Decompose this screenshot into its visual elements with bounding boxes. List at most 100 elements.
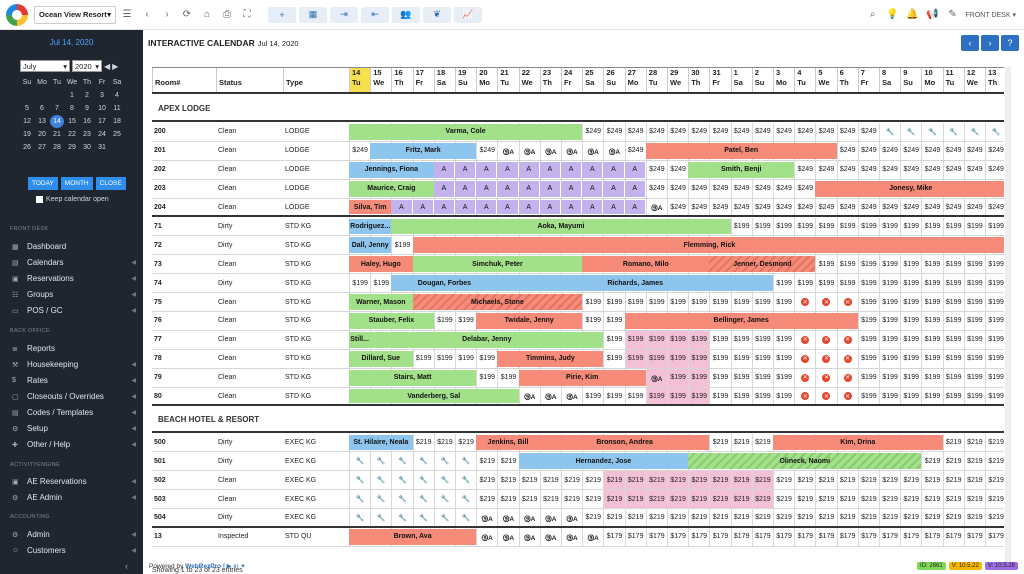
date-cell[interactable]: $199: [582, 293, 603, 311]
calendar-day[interactable]: 22: [68, 131, 76, 138]
date-header[interactable]: 7 Fr: [857, 68, 879, 92]
date-cell[interactable]: $179: [730, 528, 752, 546]
date-cell[interactable]: $199: [879, 330, 900, 349]
date-cell[interactable]: $199: [603, 349, 624, 368]
date-cell[interactable]: 🔧: [370, 490, 391, 509]
date-cell[interactable]: $199: [963, 312, 985, 330]
date-cell[interactable]: $199: [942, 217, 964, 236]
date-cell[interactable]: $199: [942, 330, 964, 349]
housekeeping-button[interactable]: ❦: [423, 6, 451, 23]
sidebar-item-rates[interactable]: $ Rates ◀: [12, 376, 136, 385]
allotment-cell[interactable]: A: [603, 199, 624, 215]
date-cell[interactable]: $199: [751, 330, 773, 349]
sidebar-item-dashboard[interactable]: ▦ Dashboard: [12, 242, 136, 251]
date-cell[interactable]: $219: [815, 490, 836, 509]
resort-select[interactable]: Ocean View Resort ▾: [34, 5, 116, 24]
date-cell[interactable]: $199: [667, 330, 689, 349]
calendar-day[interactable]: 28: [53, 144, 61, 151]
pencil-icon[interactable]: ✎: [948, 9, 957, 20]
date-cell[interactable]: ✕: [794, 330, 815, 349]
reservation-bar[interactable]: Bronson, Andrea: [539, 434, 710, 451]
date-cell[interactable]: $219: [624, 471, 646, 490]
date-cell[interactable]: $219: [603, 490, 625, 509]
date-cell[interactable]: $199: [921, 349, 942, 368]
date-header[interactable]: 24 Fr: [561, 68, 582, 92]
year-select[interactable]: 2020 ▾: [72, 60, 102, 72]
date-cell[interactable]: $249: [667, 160, 688, 179]
date-cell[interactable]: $249: [985, 141, 1004, 160]
date-cell[interactable]: $219: [836, 509, 858, 526]
date-cell[interactable]: $199: [624, 293, 646, 311]
today-button[interactable]: TODAY: [28, 177, 58, 190]
date-header[interactable]: 9 Su: [900, 68, 921, 92]
column-header-status[interactable]: Status: [216, 68, 276, 92]
date-cell[interactable]: $199: [645, 349, 667, 368]
calendar-day[interactable]: 11: [113, 105, 121, 112]
print-icon[interactable]: ⎙: [223, 9, 231, 20]
date-cell[interactable]: $219: [582, 490, 603, 509]
reservation-bar[interactable]: Michaels, Stone: [412, 294, 583, 310]
date-cell[interactable]: $199: [709, 330, 730, 349]
date-cell[interactable]: $199: [773, 387, 794, 405]
date-cell[interactable]: 🔧: [412, 452, 434, 471]
date-cell[interactable]: $199: [370, 274, 391, 293]
date-cell[interactable]: $219: [730, 433, 752, 452]
allotment-cell[interactable]: A: [539, 161, 560, 178]
reservation-bar[interactable]: Delabar, Jenny: [370, 331, 604, 348]
reservation-bar[interactable]: Stauber, Felix: [349, 313, 434, 329]
date-cell[interactable]: ⓽A: [582, 141, 603, 160]
date-cell[interactable]: $219: [688, 509, 709, 526]
date-cell[interactable]: $219: [751, 490, 773, 509]
date-cell[interactable]: $199: [349, 274, 370, 293]
allotment-cell[interactable]: A: [518, 180, 539, 197]
cell-room[interactable]: 500: [154, 438, 166, 446]
date-cell[interactable]: ✕: [836, 293, 858, 311]
allotment-cell[interactable]: A: [582, 161, 603, 178]
column-header-room[interactable]: Room#: [152, 68, 212, 92]
date-cell[interactable]: $249: [667, 123, 688, 141]
date-cell[interactable]: $199: [963, 293, 985, 311]
allotment-cell[interactable]: A: [433, 180, 454, 197]
cell-room[interactable]: 72: [154, 241, 162, 249]
date-cell[interactable]: 🔧: [433, 509, 455, 526]
reservation-bar[interactable]: Jenkins, Bill: [476, 434, 540, 451]
allotment-cell[interactable]: A: [455, 161, 476, 178]
calendar-button[interactable]: ▦: [299, 6, 327, 23]
date-cell[interactable]: $249: [900, 160, 921, 179]
date-cell[interactable]: $199: [773, 217, 794, 236]
date-cell[interactable]: $199: [985, 274, 1004, 293]
date-cell[interactable]: 🔧: [349, 471, 370, 490]
date-cell[interactable]: $179: [879, 528, 900, 546]
date-cell[interactable]: $199: [709, 368, 730, 387]
date-cell[interactable]: $249: [985, 198, 1004, 216]
calendar-day[interactable]: 31: [98, 144, 106, 151]
calendar-day[interactable]: 21: [53, 131, 61, 138]
reservation-bar[interactable]: Timmins, Judy: [497, 350, 604, 367]
date-cell[interactable]: ⓽A: [582, 528, 603, 546]
date-cell[interactable]: $219: [624, 509, 646, 526]
calendar-day[interactable]: 15: [68, 118, 76, 125]
date-cell[interactable]: 🔧: [412, 509, 434, 526]
date-cell[interactable]: $199: [624, 387, 646, 405]
date-header[interactable]: 2 Su: [751, 68, 773, 92]
sidebar-item-groups[interactable]: ☷ Groups ◀: [12, 290, 136, 299]
date-cell[interactable]: $199: [433, 312, 455, 330]
date-cell[interactable]: $199: [667, 387, 689, 405]
date-cell[interactable]: $249: [730, 179, 752, 198]
reservation-bar[interactable]: Still...: [349, 331, 371, 348]
date-cell[interactable]: $199: [773, 293, 794, 311]
date-cell[interactable]: $219: [730, 471, 752, 490]
date-cell[interactable]: $199: [624, 330, 646, 349]
reservation-bar[interactable]: Stairs, Matt: [349, 369, 477, 386]
date-cell[interactable]: $219: [942, 452, 964, 471]
date-cell[interactable]: $219: [582, 471, 603, 490]
date-cell[interactable]: $199: [794, 217, 815, 236]
refresh-icon[interactable]: ⟳: [182, 9, 192, 20]
date-cell[interactable]: $199: [412, 349, 434, 368]
date-cell[interactable]: $249: [942, 198, 964, 216]
date-cell[interactable]: $249: [963, 160, 985, 179]
date-cell[interactable]: $199: [921, 368, 942, 387]
reservation-bar[interactable]: Patel, Ben: [645, 142, 837, 159]
reservation-bar[interactable]: Jennings, Fiona: [349, 161, 434, 178]
date-cell[interactable]: $249: [815, 198, 836, 216]
